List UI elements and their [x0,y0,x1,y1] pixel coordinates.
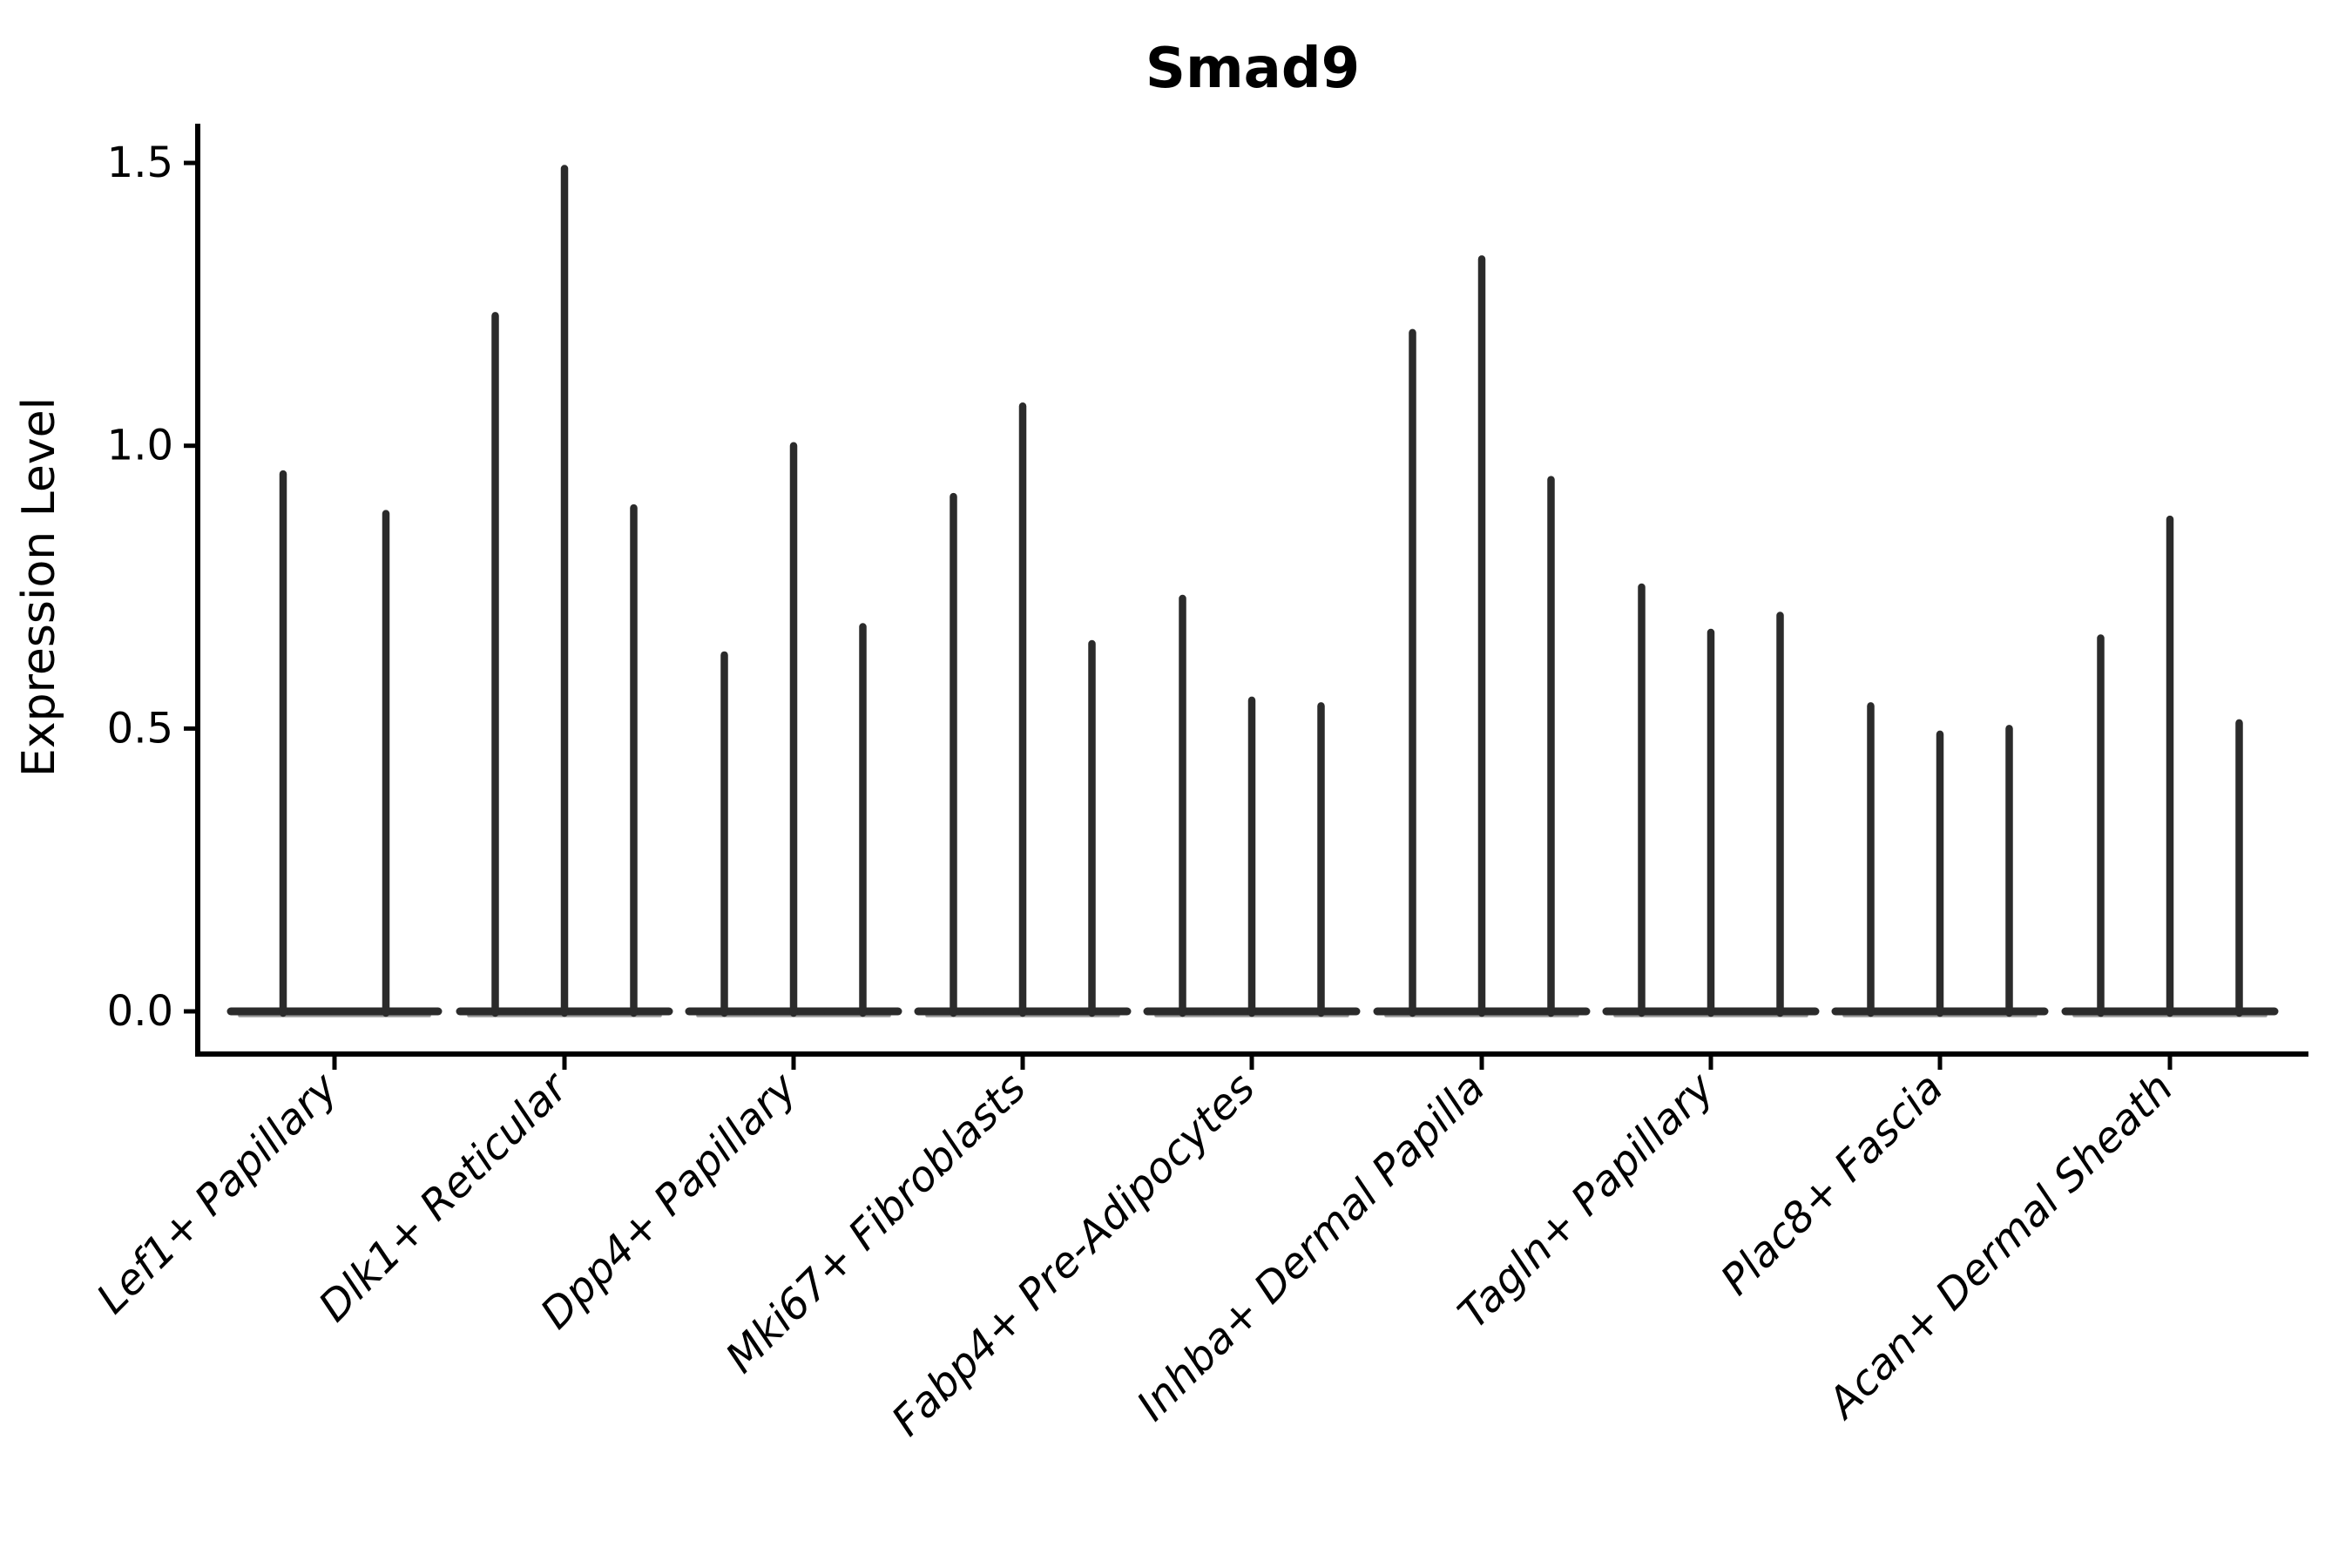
violin-group [1831,702,2049,1017]
violin-group [914,402,1132,1017]
y-tick-label: 1.0 [107,422,173,470]
x-tick-label: Lef1+ Papillary [87,1063,348,1323]
y-tick-label: 1.5 [107,139,173,187]
violin-group [1373,255,1591,1017]
violins-layer [226,165,2279,1017]
x-tick-label: Dpp4+ Papillary [531,1063,807,1338]
x-tick-label: Fabp4+ Pre-Adipocytes [882,1064,1265,1446]
x-tick-label: Tagln+ Papillary [1449,1063,1724,1338]
x-tick-label: Plac8+ Fascia [1712,1064,1953,1305]
y-tick-label: 0.5 [107,704,173,753]
violin-group [456,165,673,1017]
y-tick-label: 0.0 [107,987,173,1036]
x-tick-label: Dlk1+ Reticular [309,1062,579,1332]
violin-group [1143,594,1361,1017]
y-axis-label: Expression Level [13,397,65,777]
violin-group [226,470,443,1017]
plot-title: Smad9 [1146,37,1360,101]
violin-group [1602,583,1820,1017]
violin-group [2061,515,2279,1017]
violin-group [685,442,902,1017]
axes-layer [184,124,2308,1070]
